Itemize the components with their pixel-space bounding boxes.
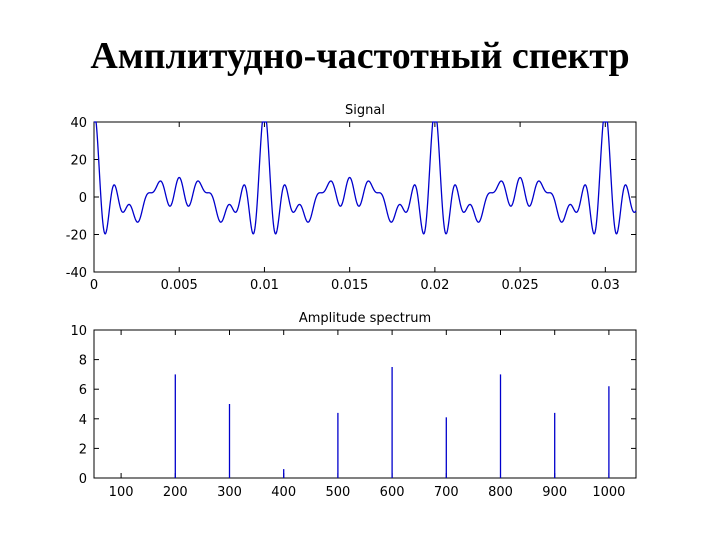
spectrum-x-tick-label: 900	[542, 485, 567, 500]
signal-x-tick-label: 0.005	[161, 278, 198, 293]
signal-x-tick-label: 0.015	[331, 278, 368, 293]
spectrum-y-tick-label: 6	[79, 383, 87, 398]
spectrum-y-tick-label: 0	[79, 472, 87, 487]
spectrum-bars	[174, 367, 610, 478]
signal-y-tick-label: -20	[66, 229, 87, 244]
spectrum-y-tick-label: 8	[79, 354, 87, 369]
signal-x-ticks: 0 0.005 0.01 0.015 0.02 0.025 0.03	[90, 122, 620, 293]
signal-x-tick-label: 0.025	[501, 278, 538, 293]
spectrum-x-tick-label: 100	[109, 485, 134, 500]
spectrum-plot-frame	[93, 329, 637, 479]
spectrum-chart-title: Amplitude spectrum	[299, 311, 431, 326]
spectrum-x-tick-label: 600	[380, 485, 405, 500]
spectrum-x-tick-label: 800	[488, 485, 513, 500]
spectrum-y-ticks: 10 8 6 4 2 0	[70, 324, 636, 487]
signal-x-tick-label: 0.03	[591, 278, 620, 293]
signal-y-tick-label: 40	[70, 116, 87, 131]
signal-x-tick-label: 0	[90, 278, 98, 293]
spectrum-y-tick-label: 2	[79, 442, 87, 457]
signal-y-tick-label: 0	[79, 191, 87, 206]
slide-title: Амплитудно-частотный спектр	[90, 35, 630, 77]
spectrum-x-tick-label: 200	[163, 485, 188, 500]
spectrum-y-tick-label: 10	[70, 324, 87, 339]
spectrum-y-tick-label: 4	[79, 413, 87, 428]
spectrum-chart: Amplitude spectrum 100 200 300 400 500 600 700…	[70, 311, 637, 500]
signal-x-tick-label: 0.02	[420, 278, 449, 293]
spectrum-x-tick-label: 1000	[592, 485, 625, 500]
spectrum-x-tick-label: 500	[325, 485, 350, 500]
signal-y-tick-label: 20	[70, 154, 87, 169]
spectrum-x-ticks: 100 200 300 400 500 600 700 800 900 1000	[109, 330, 625, 500]
signal-y-ticks: 40 20 0 -20 -40	[66, 116, 636, 281]
signal-chart: Signal 0 0.005 0.01 0.015 0.02 0.025 0.03 40 20…	[66, 103, 637, 293]
signal-x-tick-label: 0.01	[250, 278, 279, 293]
spectrum-x-tick-label: 400	[271, 485, 296, 500]
signal-chart-title: Signal	[345, 103, 385, 118]
spectrum-x-tick-label: 700	[434, 485, 459, 500]
signal-series-line	[94, 121, 637, 235]
signal-y-tick-label: -40	[66, 266, 87, 281]
spectrum-x-tick-label: 300	[217, 485, 242, 500]
signal-plot-frame	[93, 121, 637, 273]
